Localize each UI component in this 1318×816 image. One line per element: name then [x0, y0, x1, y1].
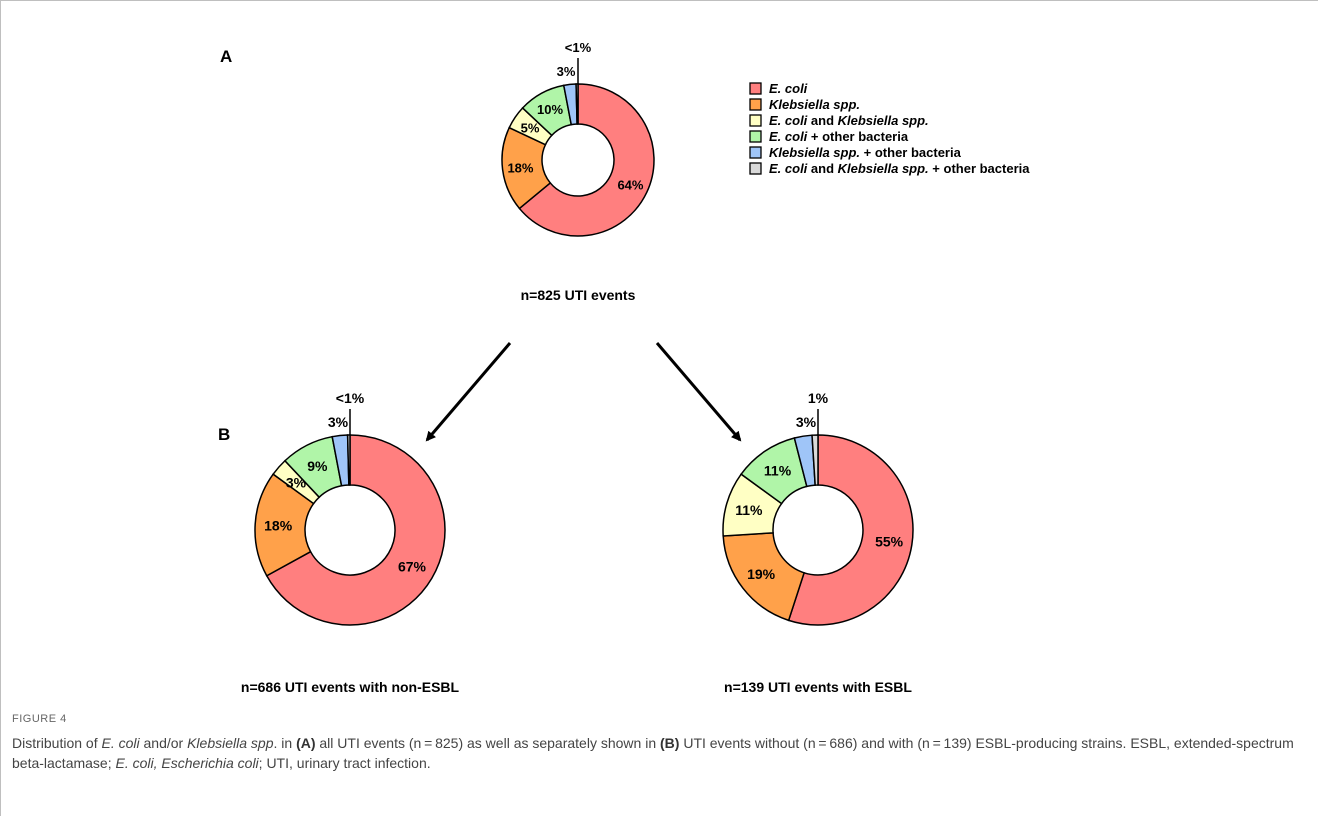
legend-item-klebsiella-other: Klebsiella spp. + other bacteria	[749, 145, 962, 160]
slice-ecoli-klebsiella-other	[346, 434, 351, 486]
chart-caption: n=139 UTI events with ESBL	[724, 679, 912, 695]
legend-item-ecoli-klebsiella: E. coli and Klebsiella spp.	[749, 113, 929, 128]
slice-label: 5%	[521, 120, 540, 135]
slice-label: 1%	[808, 390, 829, 406]
arrow-left	[425, 342, 512, 442]
arrow-right	[655, 342, 742, 442]
frame-border-top	[0, 0, 1318, 1]
legend-swatch	[749, 130, 762, 143]
donut-chart-figure: 64% 18% 5% 10% 3% <1% An=825 UTI events 67% 18% 3…	[218, 40, 1030, 695]
slice-ecoli	[265, 434, 446, 626]
slice-label: 67%	[398, 559, 427, 575]
slice-ecoli	[787, 434, 914, 626]
legend-item-ecoli-other: E. coli + other bacteria	[749, 129, 909, 144]
chart-caption: n=825 UTI events	[521, 287, 636, 303]
panel-label: A	[220, 47, 232, 66]
legend-label: E. coli and Klebsiella spp. + other bact…	[769, 161, 1030, 176]
legend-swatch	[749, 162, 762, 175]
slice-ecoli	[518, 83, 655, 237]
legend-swatch	[749, 146, 762, 159]
legend-item-ecoli-klebsiella-other: E. coli and Klebsiella spp. + other bact…	[749, 161, 1030, 176]
legend-label: Klebsiella spp.	[769, 97, 860, 112]
slice-label: 19%	[747, 566, 776, 582]
donut-chart-3: 55% 19% 11% 11% 3% 1% n=139 UTI events with ES…	[722, 390, 914, 695]
slice-ecoli-klebsiella-other	[575, 83, 579, 125]
slice-label: 11%	[764, 462, 792, 478]
slice-label: 11%	[735, 502, 763, 518]
legend-swatch	[749, 82, 762, 95]
slice-label: 18%	[264, 517, 293, 533]
slice-label: 9%	[307, 458, 328, 474]
slice-label: <1%	[565, 40, 592, 55]
figure-label: FIGURE 4	[12, 713, 67, 725]
slice-label: 64%	[617, 178, 643, 193]
slice-label: 55%	[875, 533, 904, 549]
donut-chart-2: 67%18%3%9%3%<1%Bn=686 UTI events with no…	[218, 390, 460, 695]
legend-label: E. coli + other bacteria	[769, 129, 909, 144]
legend-label: E. coli	[769, 81, 808, 96]
legend-item-klebsiella: Klebsiella spp.	[749, 97, 860, 112]
legend-swatch	[749, 114, 762, 127]
slice-label: 18%	[507, 160, 533, 175]
chart-caption: n=686 UTI events with non-ESBL	[241, 679, 460, 695]
slice-label: 3%	[328, 414, 349, 430]
legend-label: Klebsiella spp. + other bacteria	[769, 145, 962, 160]
legend-swatch	[749, 98, 762, 111]
frame-border-left	[0, 0, 1, 816]
legend-item-ecoli: E. coli	[749, 81, 808, 96]
slice-label: 3%	[796, 414, 817, 430]
legend-label: E. coli and Klebsiella spp.	[769, 113, 929, 128]
slice-label: 3%	[557, 64, 576, 79]
slice-label: <1%	[336, 390, 365, 406]
figure-caption: Distribution of E. coli and/or Klebsiell…	[12, 735, 1294, 771]
slice-ecoli-klebsiella-other	[811, 434, 819, 486]
slice-label: 10%	[537, 102, 563, 117]
panel-label: B	[218, 425, 230, 444]
donut-chart-1: 64% 18% 5% 10% 3% <1% An=825 UTI events	[220, 40, 655, 303]
